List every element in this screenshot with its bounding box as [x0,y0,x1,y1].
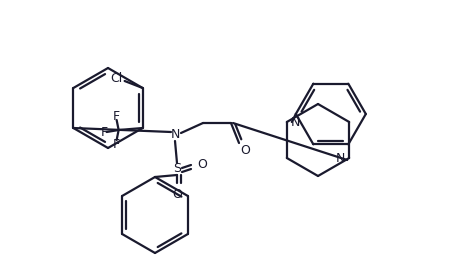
Text: N: N [336,151,345,164]
Text: N: N [170,128,179,142]
Text: F: F [113,138,120,151]
Text: F: F [101,125,108,139]
Text: Cl: Cl [111,72,123,84]
Text: O: O [197,159,207,171]
Text: S: S [173,163,181,175]
Text: F: F [113,109,120,123]
Text: N: N [291,116,300,128]
Text: O: O [172,187,182,201]
Text: O: O [240,144,250,158]
